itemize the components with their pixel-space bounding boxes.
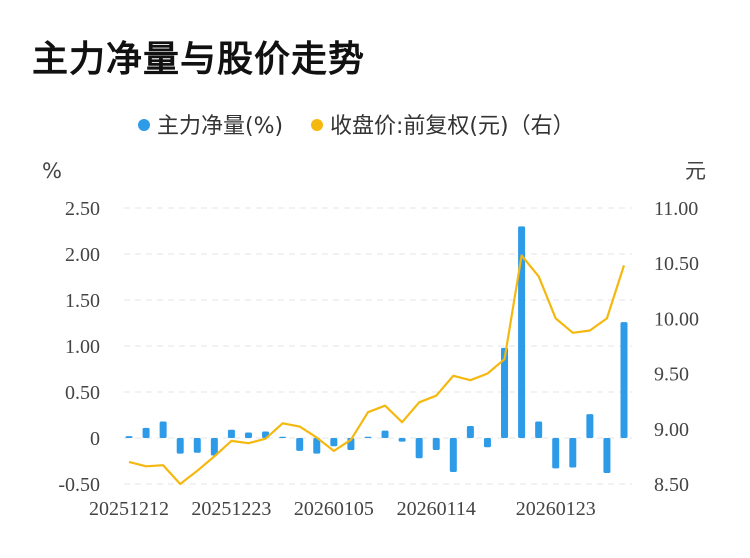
x-tick-2: 20260105 [294,498,374,520]
bar [210,438,218,456]
right-tick-4: 9.00 [654,419,689,441]
bar [535,421,543,438]
bar [244,432,252,438]
bar [227,429,235,438]
right-tick-3: 9.50 [654,364,689,386]
x-tick-0: 20251212 [89,498,169,520]
bar [432,438,440,450]
bar [193,438,201,453]
bar [364,436,372,438]
legend-marker-1 [311,119,323,131]
right-tick-5: 8.50 [654,474,689,496]
bar-series [125,226,628,473]
x-axis: 20251212 20251223 20260105 20260114 20260123 [89,498,596,520]
bar [142,427,150,438]
bar [125,436,133,438]
left-axis: %2.50 2.00 1.50 1.00 0.50 0 -0.50 [42,159,100,496]
legend-marker-0 [138,119,150,131]
bar [620,322,628,438]
price-line [128,254,626,486]
bar [552,438,560,469]
bar [415,438,423,459]
left-tick-1: 2.00 [65,244,100,266]
left-axis-unit: % [42,159,62,183]
x-tick-3: 20260114 [397,498,476,520]
bar [279,436,287,438]
right-axis: 元 11.00 10.50 10.00 9.50 9.00 8.50 [654,159,706,496]
right-tick-1: 10.50 [654,253,699,275]
bar [296,438,304,451]
bar [483,438,491,448]
bar [330,438,338,447]
left-tick-4: 0.50 [65,382,100,404]
bar [313,438,321,454]
right-tick-2: 10.00 [654,308,699,330]
left-tick-5: 0 [90,428,100,450]
gridlines [124,207,632,485]
bar [176,438,184,454]
left-tick-2: 1.50 [65,290,100,312]
bar [398,438,406,442]
bar [381,430,389,438]
bar [501,347,509,438]
legend: 主力净量(%) 收盘价:前复权(元)（右） [138,114,575,139]
left-tick-3: 1.00 [65,336,100,358]
bar [603,438,611,473]
right-tick-0: 11.00 [654,198,698,220]
right-axis-unit: 元 [685,159,706,183]
bar [569,438,577,468]
legend-label-0: 主力净量(%) [157,114,283,139]
x-tick-4: 20260123 [516,498,596,520]
left-tick-6: -0.50 [58,474,100,496]
x-tick-1: 20251223 [191,498,271,520]
bar [449,438,457,473]
chart-title: 主力净量与股价走势 [32,39,366,80]
left-tick-0: 2.50 [65,198,100,220]
legend-label-1: 收盘价:前复权(元)（右） [330,114,575,139]
bar [586,414,594,438]
bar [159,421,167,438]
bar [466,426,474,438]
bar [518,226,526,438]
